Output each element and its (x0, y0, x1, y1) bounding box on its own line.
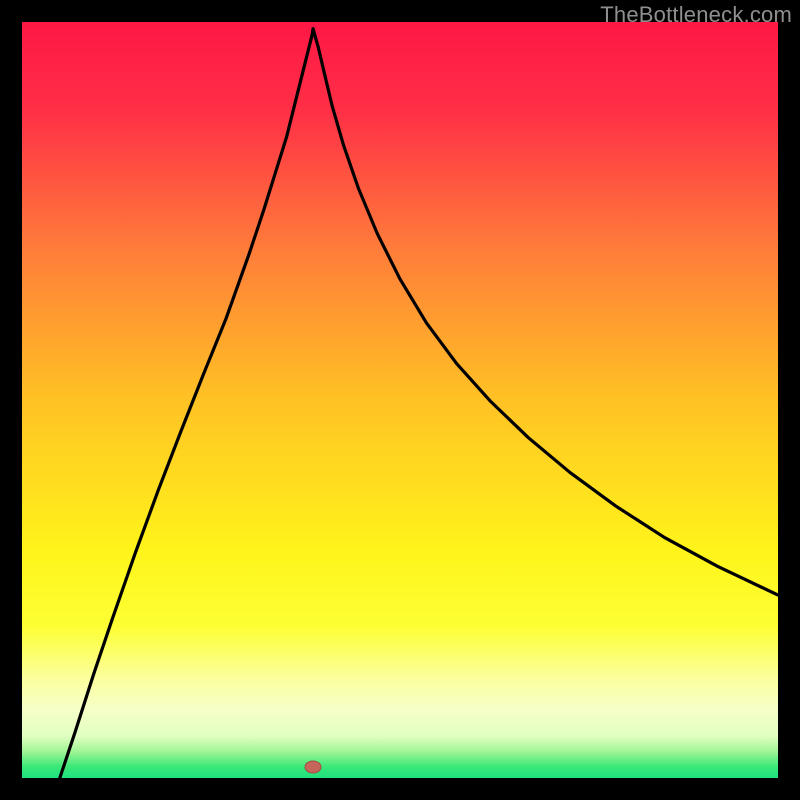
apex-marker (305, 760, 322, 773)
watermark-text: TheBottleneck.com (600, 2, 792, 28)
chart-frame: TheBottleneck.com (0, 0, 800, 800)
plot-area (22, 22, 778, 778)
curve-svg (22, 22, 778, 778)
gradient-background (22, 22, 778, 778)
